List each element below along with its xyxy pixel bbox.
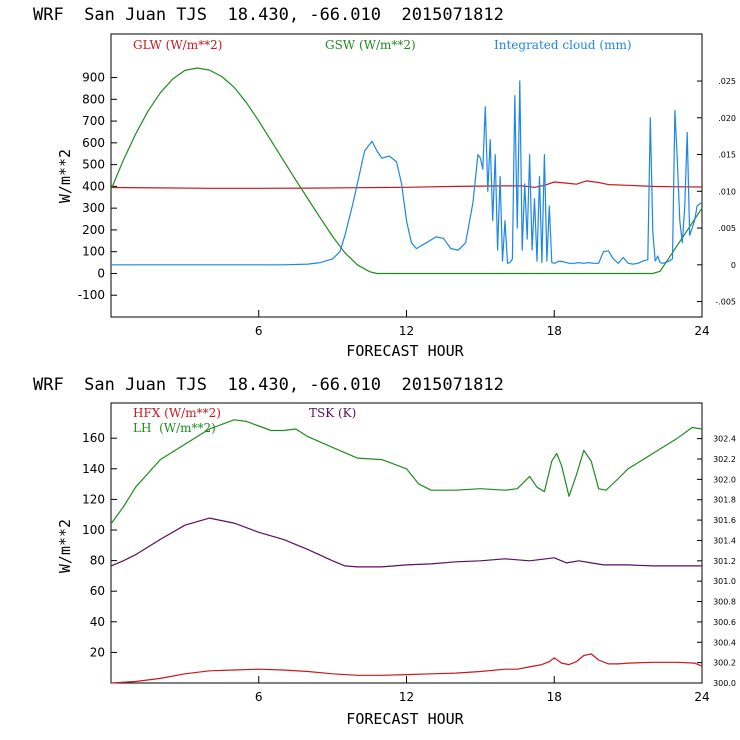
bottom-x-tick-label: 24 bbox=[694, 690, 709, 704]
bottom-series-tsk-k-line bbox=[110, 517, 702, 568]
top-y2-tick-label: 0 bbox=[731, 261, 736, 270]
bottom-y-tick-label: 20 bbox=[90, 645, 105, 659]
top-series-gsw-w-m-line bbox=[110, 67, 703, 275]
bottom-y-tick-label: 120 bbox=[82, 492, 105, 506]
bottom-right-axis-ticks: 300.0 300.2 300.4 300.6 300.8 301.0 301.2 301.4… bbox=[697, 435, 736, 688]
top-y-tick-label: 700 bbox=[82, 114, 105, 128]
bottom-x-tick-label: 18 bbox=[547, 690, 562, 704]
bottom-chart-title: WRF San Juan TJS 18.430, -66.010 2015071… bbox=[33, 375, 504, 395]
bottom-y2-tick-label: 301.6 bbox=[713, 516, 736, 525]
bottom-y2-tick-label: 301.0 bbox=[713, 577, 736, 586]
bottom-legend-hfx: HFX (W/m**2) bbox=[133, 406, 221, 420]
bottom-legend-lh: LH (W/m**2) bbox=[133, 421, 216, 435]
bottom-x-tick-label: 6 bbox=[255, 690, 263, 704]
top-y-tick-label: 0 bbox=[97, 266, 105, 280]
top-x-tick-label: 12 bbox=[399, 324, 414, 338]
bottom-y2-tick-label: 302.0 bbox=[713, 475, 736, 484]
top-y2-tick-label: .020 bbox=[718, 114, 736, 123]
top-x-tick-label: 6 bbox=[255, 324, 263, 338]
bottom-series-lh-w-m-line bbox=[110, 419, 703, 525]
top-y-tick-label: 900 bbox=[82, 71, 105, 85]
top-series-integrated-cloud-mm-line bbox=[111, 80, 703, 266]
bottom-y2-tick-label: 302.4 bbox=[713, 435, 736, 444]
top-x-axis-title: FORECAST HOUR bbox=[346, 342, 464, 360]
bottom-y-tick-label: 60 bbox=[90, 584, 105, 598]
bottom-chart: WRF San Juan TJS 18.430, -66.010 2015071… bbox=[33, 375, 736, 728]
top-right-axis-ticks: -.005 0 .005 .010 .015 .020 .025 bbox=[697, 77, 736, 307]
bottom-x-ticks: 6 12 18 24 bbox=[255, 676, 710, 704]
top-y2-tick-label: .010 bbox=[718, 187, 736, 196]
bottom-x-tick-label: 12 bbox=[399, 690, 414, 704]
bottom-y-tick-label: 40 bbox=[90, 615, 105, 629]
bottom-y-tick-label: 80 bbox=[90, 554, 105, 568]
bottom-y-tick-label: 160 bbox=[82, 431, 105, 445]
top-x-tick-label: 24 bbox=[694, 324, 709, 338]
top-legend-glw: GLW (W/m**2) bbox=[133, 38, 222, 52]
top-y-axis-title: W/m**2 bbox=[56, 149, 74, 203]
top-y-tick-label: 200 bbox=[82, 223, 105, 237]
top-chart: WRF San Juan TJS 18.430, -66.010 2015071… bbox=[33, 5, 736, 360]
bottom-y2-tick-label: 300.4 bbox=[713, 638, 736, 647]
top-y-tick-label: 800 bbox=[82, 92, 105, 106]
bottom-y2-tick-label: 302.2 bbox=[713, 455, 736, 464]
bottom-y2-tick-label: 301.2 bbox=[713, 557, 736, 566]
top-y2-tick-label: .025 bbox=[718, 77, 736, 86]
bottom-y-tick-label: 140 bbox=[82, 462, 105, 476]
bottom-y2-tick-label: 300.0 bbox=[713, 679, 736, 688]
top-y-tick-label: 600 bbox=[82, 136, 105, 150]
top-series-group bbox=[110, 67, 703, 275]
top-y-tick-label: 500 bbox=[82, 158, 105, 172]
bottom-x-axis-title: FORECAST HOUR bbox=[346, 710, 464, 728]
top-y2-tick-label: .015 bbox=[718, 151, 736, 160]
bottom-y2-tick-label: 301.4 bbox=[713, 536, 736, 545]
top-y-ticks: -100 0 100 200 300 400 500 600 700 800 900 bbox=[78, 71, 117, 302]
top-y-tick-label: 300 bbox=[82, 201, 105, 215]
bottom-y-ticks: 20 40 60 80 100 120 140 160 bbox=[82, 431, 117, 659]
bottom-y-axis-title: W/m**2 bbox=[56, 519, 74, 573]
bottom-y2-tick-label: 300.8 bbox=[713, 598, 736, 607]
bottom-y2-tick-label: 300.2 bbox=[713, 659, 736, 668]
bottom-y-tick-label: 100 bbox=[82, 523, 105, 537]
bottom-series-hfx-w-m-line bbox=[110, 653, 703, 684]
top-x-ticks: 6 12 18 24 bbox=[255, 310, 710, 338]
top-y-tick-label: 100 bbox=[82, 245, 105, 259]
top-y-tick-label: -100 bbox=[78, 288, 105, 302]
bottom-legend-tsk: TSK (K) bbox=[309, 406, 356, 420]
top-legend-integrated-cloud: Integrated cloud (mm) bbox=[494, 38, 632, 52]
top-y2-tick-label: -.005 bbox=[715, 298, 736, 307]
top-legend-gsw: GSW (W/m**2) bbox=[325, 38, 416, 52]
top-chart-title: WRF San Juan TJS 18.430, -66.010 2015071… bbox=[33, 5, 504, 25]
top-x-tick-label: 18 bbox=[547, 324, 562, 338]
bottom-series-group bbox=[110, 419, 703, 684]
top-y2-tick-label: .005 bbox=[718, 224, 736, 233]
top-y-tick-label: 400 bbox=[82, 179, 105, 193]
bottom-y2-tick-label: 300.6 bbox=[713, 618, 736, 627]
bottom-y2-tick-label: 301.8 bbox=[713, 496, 736, 505]
